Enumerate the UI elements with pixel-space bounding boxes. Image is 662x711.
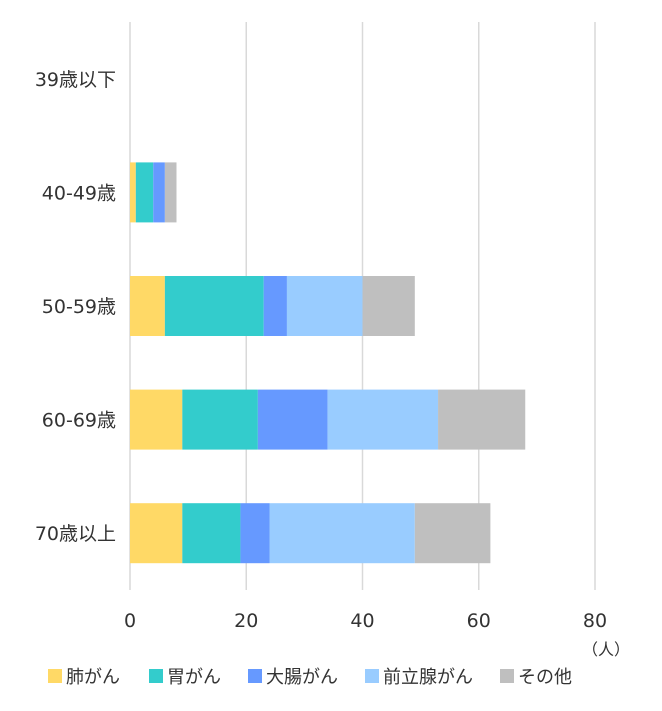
legend-item: 大腸がん bbox=[248, 667, 338, 688]
bar-segment bbox=[257, 389, 328, 450]
bar-segment bbox=[130, 276, 165, 336]
legend-label: 胃がん bbox=[167, 667, 221, 688]
legend-label: 肺がん bbox=[66, 667, 120, 688]
bar-segment bbox=[182, 503, 241, 564]
bar-segment bbox=[153, 162, 165, 223]
legend-swatch bbox=[149, 669, 163, 683]
legend-label: 大腸がん bbox=[266, 667, 338, 688]
y-category-label: 50-59歳 bbox=[42, 296, 116, 318]
x-tick-label: 80 bbox=[583, 610, 607, 632]
bar-segment bbox=[414, 503, 491, 564]
legend: 肺がん 胃がん 大腸がん 前立腺がん その他 bbox=[48, 667, 572, 688]
bar-segment bbox=[263, 276, 287, 336]
legend-item: 肺がん bbox=[48, 667, 120, 688]
bar-segment bbox=[164, 276, 264, 336]
legend-label: その他 bbox=[518, 667, 572, 688]
x-tick-label: 40 bbox=[350, 610, 374, 632]
bar-segment bbox=[182, 389, 258, 450]
bar-segment bbox=[135, 162, 154, 223]
y-category-label: 40-49歳 bbox=[42, 182, 116, 204]
y-category-label: 70歳以上 bbox=[35, 523, 116, 545]
bar-segment bbox=[130, 389, 183, 450]
legend-swatch bbox=[500, 669, 514, 683]
legend-item: その他 bbox=[500, 667, 572, 688]
legend-swatch bbox=[248, 669, 262, 683]
x-axis-unit-label: （人） bbox=[582, 640, 630, 659]
legend-item: 前立腺がん bbox=[365, 667, 473, 688]
bar-segment bbox=[269, 503, 415, 564]
bars bbox=[130, 162, 526, 564]
bar-segment bbox=[130, 162, 136, 223]
bar-segment bbox=[130, 503, 183, 564]
legend-swatch bbox=[365, 669, 379, 683]
bar-segment bbox=[286, 276, 363, 336]
y-category-label: 39歳以下 bbox=[35, 69, 116, 91]
bar-segment bbox=[438, 389, 526, 450]
bar-segment bbox=[240, 503, 270, 564]
legend-swatch bbox=[48, 669, 62, 683]
bar-segment bbox=[327, 389, 439, 450]
legend-item: 胃がん bbox=[149, 667, 221, 688]
legend-label: 前立腺がん bbox=[383, 667, 473, 688]
bar-segment bbox=[362, 276, 415, 336]
y-axis-categories: 39歳以下 40-49歳 50-59歳 60-69歳 70歳以上 bbox=[35, 69, 116, 545]
x-tick-label: 60 bbox=[467, 610, 491, 632]
bar-segment bbox=[164, 162, 177, 223]
x-tick-label: 20 bbox=[234, 610, 258, 632]
x-tick-label: 0 bbox=[124, 610, 136, 632]
y-category-label: 60-69歳 bbox=[42, 410, 116, 432]
x-axis-ticks: 0 20 40 60 80 bbox=[124, 610, 607, 632]
